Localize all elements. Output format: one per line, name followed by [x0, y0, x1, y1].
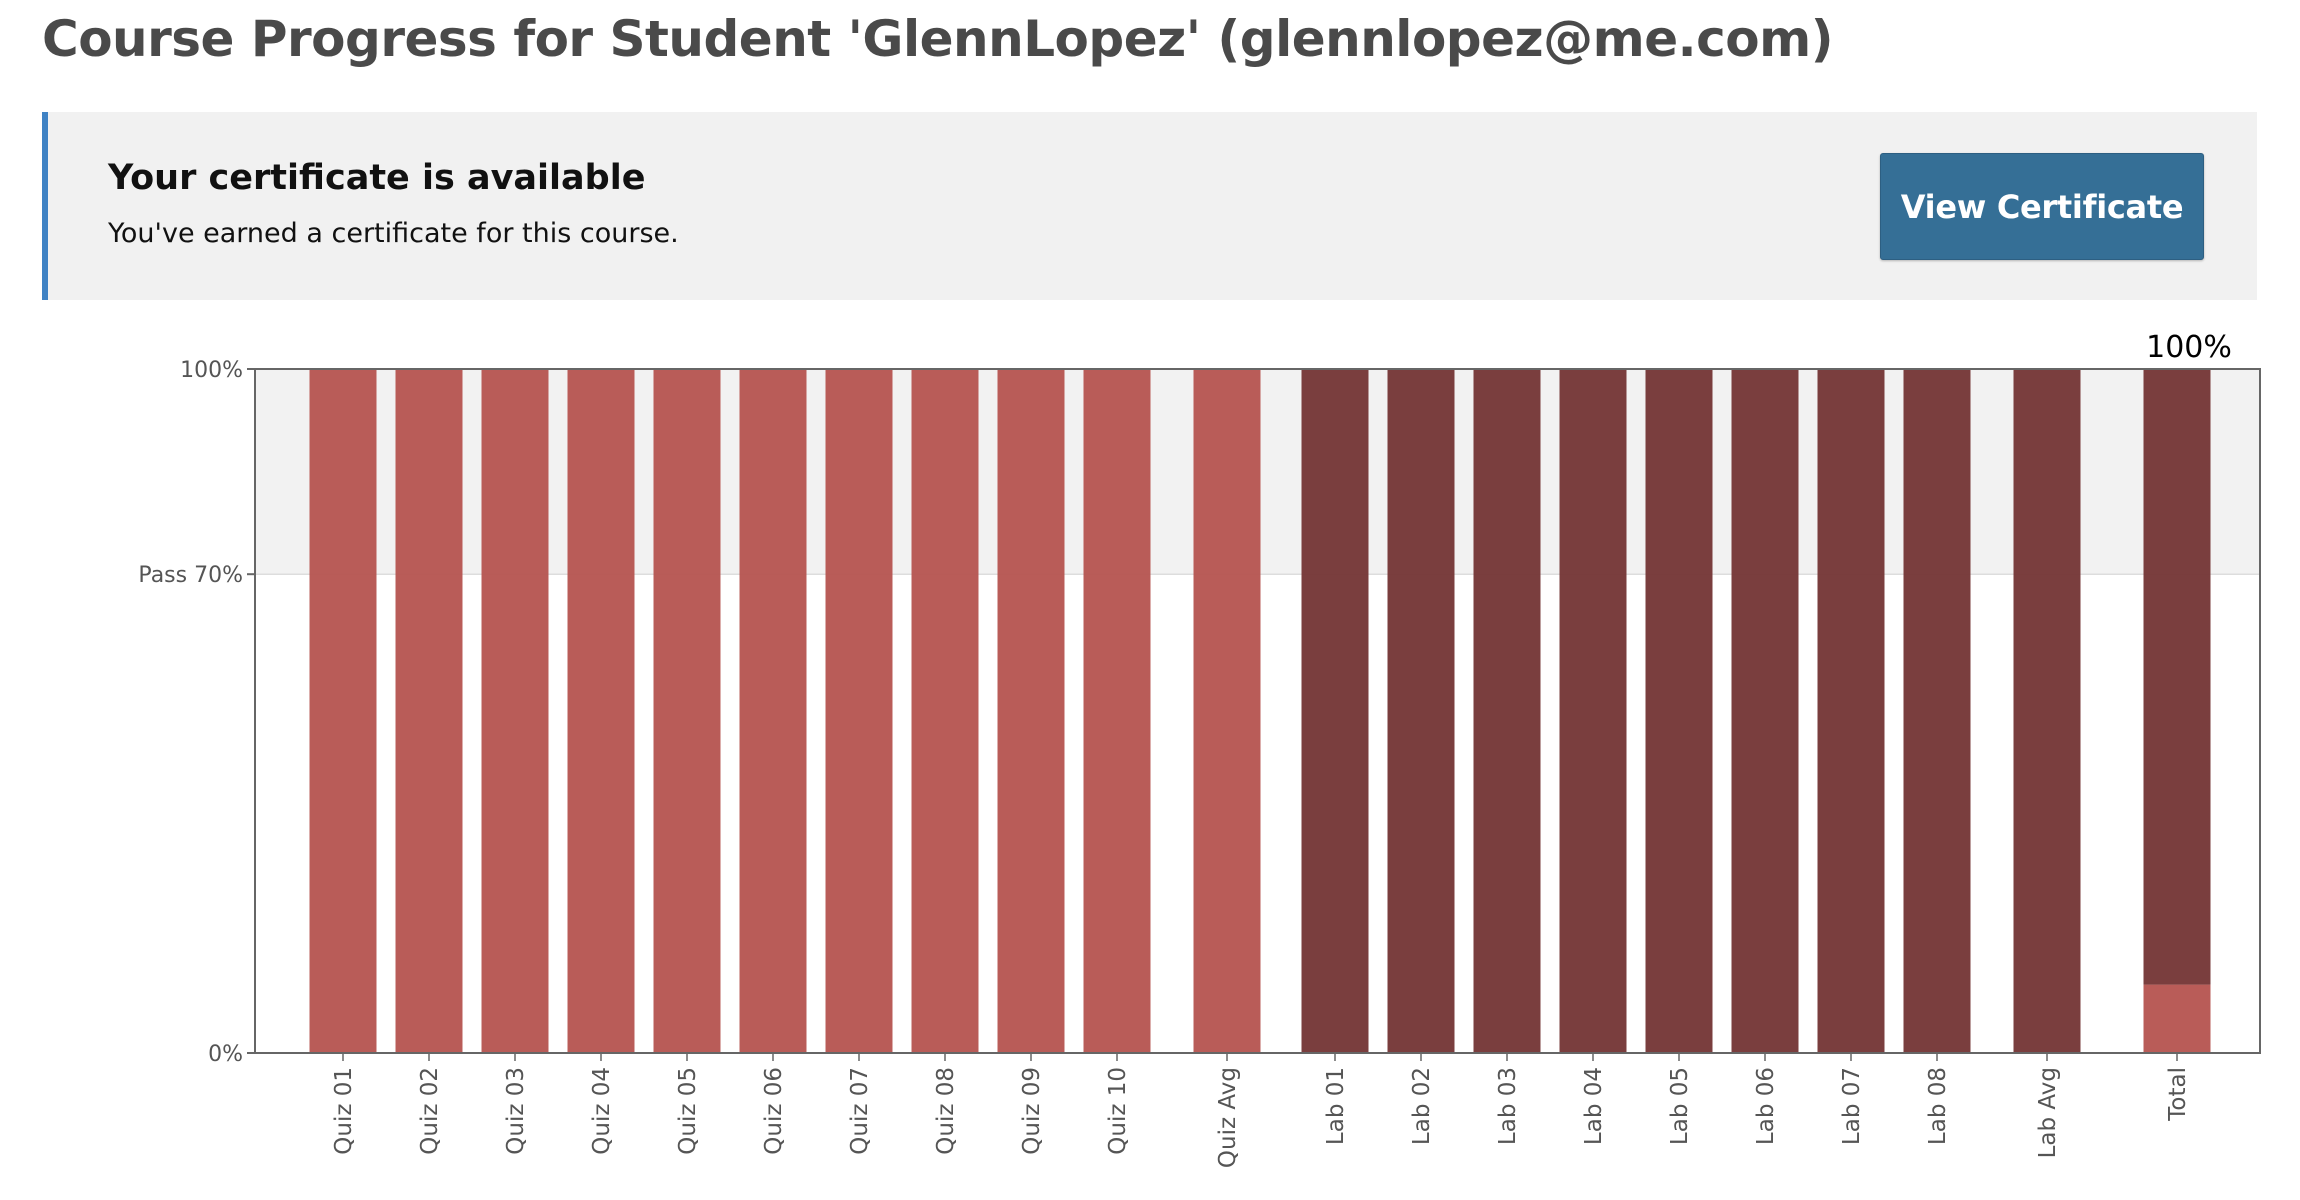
bar-lab-03	[1473, 369, 1541, 1053]
y-tick-label-70: Pass 70%	[138, 563, 243, 588]
view-certificate-button[interactable]: View Certificate	[1880, 153, 2204, 260]
bar-quiz-01	[309, 369, 377, 1053]
x-tick-label-quiz-03: Quiz 03	[503, 1067, 529, 1155]
bar-quiz-03	[481, 369, 549, 1053]
bar-quiz-10	[1083, 369, 1151, 1053]
x-tick-label-quiz-01: Quiz 01	[331, 1067, 357, 1155]
bar-quiz-02	[395, 369, 463, 1053]
x-tick-label-lab-04: Lab 04	[1581, 1067, 1607, 1145]
total-value-label: 100%	[2146, 330, 2232, 365]
x-tick-label-lab-06: Lab 06	[1753, 1067, 1779, 1145]
bar-lab-02	[1387, 369, 1455, 1053]
bar-total-quiz-segment	[2143, 984, 2211, 1053]
x-tick-label-quiz-avg: Quiz Avg	[1215, 1067, 1241, 1168]
bar-lab-07	[1817, 369, 1885, 1053]
x-tick-label-lab-07: Lab 07	[1839, 1067, 1865, 1145]
bar-quiz-06	[739, 369, 807, 1053]
x-tick-label-quiz-07: Quiz 07	[847, 1067, 873, 1155]
x-tick-label-lab-03: Lab 03	[1495, 1067, 1521, 1145]
x-tick-label-quiz-02: Quiz 02	[417, 1067, 443, 1155]
x-tick-label-lab-avg: Lab Avg	[2035, 1067, 2061, 1158]
x-tick-label-quiz-08: Quiz 08	[933, 1067, 959, 1155]
bar-quiz-04	[567, 369, 635, 1053]
bar-lab-04	[1559, 369, 1627, 1053]
bar-lab-06	[1731, 369, 1799, 1053]
bar-quiz-08	[911, 369, 979, 1053]
certificate-message: You've earned a certificate for this cou…	[108, 218, 679, 249]
plot-frame	[254, 368, 2261, 1054]
certificate-heading: Your certificate is available	[108, 158, 646, 198]
bar-lab-08	[1903, 369, 1971, 1053]
x-tick-label-lab-08: Lab 08	[1925, 1067, 1951, 1145]
y-tick-label-100: 100%	[180, 358, 243, 383]
certificate-banner: Your certificate is available You've ear…	[42, 112, 2257, 300]
x-tick-label-quiz-06: Quiz 06	[761, 1067, 787, 1155]
x-tick-label-total: Total	[2165, 1067, 2191, 1122]
bar-lab-avg	[2013, 369, 2081, 1053]
page-title: Course Progress for Student 'GlennLopez'…	[42, 10, 1834, 68]
x-tick-label-lab-01: Lab 01	[1323, 1067, 1349, 1145]
x-tick-label-quiz-10: Quiz 10	[1105, 1067, 1131, 1155]
x-tick-label-quiz-09: Quiz 09	[1019, 1067, 1045, 1155]
bar-total-lab-segment	[2143, 369, 2211, 985]
x-tick-label-lab-05: Lab 05	[1667, 1067, 1693, 1145]
bar-quiz-05	[653, 369, 721, 1053]
y-tick-label-0: 0%	[208, 1042, 243, 1067]
bar-lab-01	[1301, 369, 1369, 1053]
bar-quiz-07	[825, 369, 893, 1053]
bar-quiz-avg	[1193, 369, 1261, 1053]
x-tick-label-quiz-05: Quiz 05	[675, 1067, 701, 1155]
bar-lab-05	[1645, 369, 1713, 1053]
x-tick-label-quiz-04: Quiz 04	[589, 1067, 615, 1155]
x-tick-label-lab-02: Lab 02	[1409, 1067, 1435, 1145]
bar-quiz-09	[997, 369, 1065, 1053]
